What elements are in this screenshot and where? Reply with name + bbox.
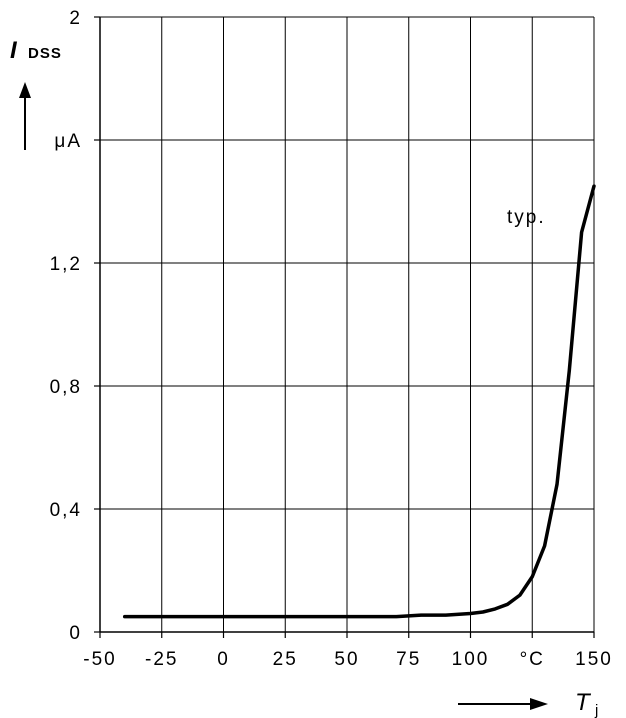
y-axis-arrow-icon [19,82,31,150]
x-tick-label: 150 [575,649,613,670]
grid [100,17,594,632]
y-tick-label: 0,8 [50,377,82,398]
curve-annotation: typ. [507,207,546,228]
y-tick-label: 1,2 [50,254,82,275]
y-axis-label-symbol: I [10,37,18,64]
axes [94,16,595,638]
x-tick-label: 100 [452,649,490,670]
x-axis-label-subscript: j [594,702,598,718]
y-axis-unit: μA [54,131,82,152]
y-axis-label-subscript: DSS [28,45,62,62]
x-tick-label: 50 [334,649,359,670]
x-tick-label: -50 [83,649,116,670]
x-tick-label: 25 [273,649,298,670]
x-tick-label: °C [520,649,545,670]
tick-labels: -50 -25 0 25 50 75 100 °C 150 0 0,4 0,8 1,2 μA 2 [50,8,613,670]
y-tick-label: 2 [69,8,82,29]
x-axis-label-symbol: T [575,689,592,716]
y-tick-label: 0 [69,623,82,644]
series [122,184,596,619]
x-tick-label: 0 [217,649,230,670]
series-line-0 [122,184,596,619]
y-tick-label: 0,4 [50,500,82,521]
x-tick-label: -25 [145,649,178,670]
x-axis-arrow-icon [458,698,548,710]
x-tick-label: 75 [396,649,421,670]
